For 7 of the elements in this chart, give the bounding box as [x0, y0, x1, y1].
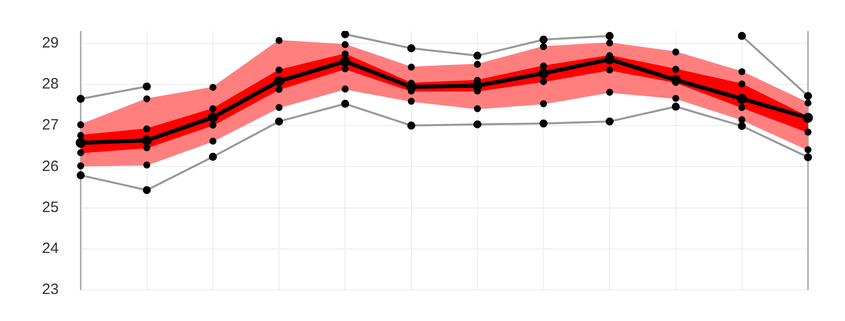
- y-tick-label: 24: [42, 240, 59, 258]
- y-tick-label: 25: [42, 198, 59, 216]
- y-tick-label: 28: [42, 76, 59, 93]
- y-tick-label: 27: [42, 116, 59, 134]
- y-tick-label: 29: [42, 34, 59, 52]
- y-tick-label: 26: [42, 158, 59, 175]
- y-tick-label: 23: [42, 281, 59, 298]
